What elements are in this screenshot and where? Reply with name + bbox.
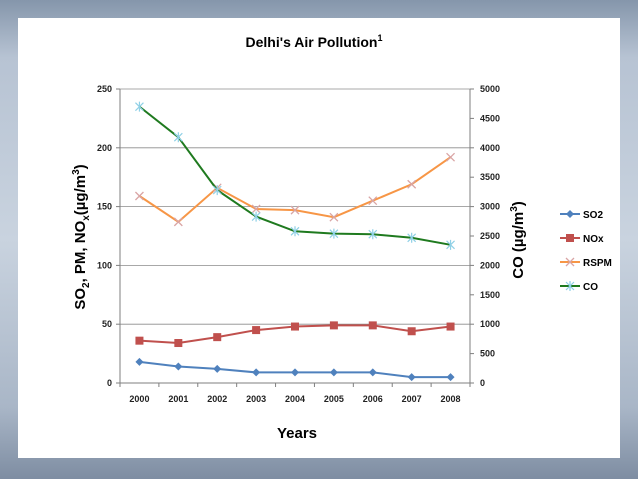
series-co-point-2008 [446, 239, 455, 250]
y-right-tick-label-4500: 4500 [480, 113, 500, 123]
y-right-tick-label-2000: 2000 [480, 260, 500, 270]
y-right-tick-label-1000: 1000 [480, 319, 500, 329]
series-nox-point-2004 [291, 322, 299, 331]
series-co-point-2002 [212, 185, 222, 196]
series-so2-point-2007 [407, 373, 416, 382]
series-rspm-point-2001 [173, 217, 183, 227]
series-co-point-2005 [329, 228, 339, 239]
legend-item-co: CO [560, 281, 598, 293]
series-nox-point-2000 [135, 336, 144, 345]
series-so2-point-2000 [135, 357, 144, 366]
series-so2-point-2008 [446, 373, 455, 382]
series-rspm-line [138, 156, 452, 224]
y-axis-left-label: SO2, PM, NOx(µg/m3) [71, 164, 92, 309]
series-so2-point-2006 [368, 368, 377, 377]
series-co-line [138, 105, 451, 246]
y-right-tick-label-3000: 3000 [480, 202, 500, 212]
x-tick-label-2001: 2001 [168, 394, 188, 404]
series-so2-point-2005 [329, 368, 338, 377]
legend-item-nox: NOx [560, 234, 604, 245]
series-nox [135, 321, 455, 348]
x-axis-label: Years [277, 425, 317, 442]
legend-label-co: CO [583, 282, 598, 293]
axes [116, 88, 474, 387]
series-nox-point-2001 [174, 339, 183, 348]
x-tick-label-2007: 2007 [402, 394, 422, 404]
x-tick-label-2006: 2006 [363, 394, 383, 404]
legend: SO2 NOx RSPM CO [560, 210, 612, 293]
series-co-point-2007 [407, 232, 417, 243]
legend-label-rspm: RSPM [583, 258, 612, 269]
series-so2 [135, 357, 455, 382]
x-tick-label-2002: 2002 [207, 394, 227, 404]
y-axis-right-label: CO (µg/m3) [509, 201, 527, 279]
series-co-point-2000 [135, 101, 144, 112]
y-right-tick-label-500: 500 [480, 349, 495, 359]
slide-frame [18, 18, 620, 458]
y-left-tick-label-200: 200 [97, 143, 112, 153]
legend-marker-so2 [566, 210, 574, 218]
legend-item-rspm: RSPM [560, 257, 612, 269]
series-nox-point-2006 [368, 321, 377, 330]
tick-labels: 0501001502002500500100015002000250030003… [97, 84, 500, 404]
y-right-tick-label-1500: 1500 [480, 290, 500, 300]
legend-marker-co [565, 281, 575, 291]
series-rspm-point-2006 [368, 196, 378, 206]
x-tick-label-2000: 2000 [129, 394, 149, 404]
legend-label-so2: SO2 [583, 210, 603, 221]
series-nox-point-2005 [329, 321, 338, 330]
series-nox-point-2007 [407, 327, 416, 336]
series-rspm-point-2000 [134, 191, 144, 201]
series-co-point-2004 [290, 226, 300, 237]
series-co [135, 101, 455, 250]
series-rspm-point-2005 [329, 212, 339, 222]
y-left-tick-label-100: 100 [97, 260, 112, 270]
series-rspm [134, 152, 456, 227]
legend-item-so2: SO2 [560, 210, 603, 221]
x-tick-label-2003: 2003 [246, 394, 266, 404]
y-left-tick-label-150: 150 [97, 202, 112, 212]
series-rspm-point-2007 [407, 179, 417, 189]
y-left-tick-label-50: 50 [102, 319, 112, 329]
series-co-point-2003 [251, 211, 261, 222]
x-tick-label-2004: 2004 [285, 394, 305, 404]
data-series [134, 101, 456, 382]
chart-title: Delhi's Air Pollution1 [246, 33, 383, 50]
series-co-point-2001 [173, 132, 183, 143]
legend-marker-rspm [565, 257, 575, 267]
series-so2-point-2002 [213, 364, 222, 373]
series-co-point-2006 [368, 229, 378, 240]
y-right-tick-label-0: 0 [480, 378, 485, 388]
series-nox-point-2002 [213, 333, 222, 342]
y-right-tick-label-4000: 4000 [480, 143, 500, 153]
x-tick-label-2008: 2008 [441, 394, 461, 404]
y-left-tick-label-250: 250 [97, 84, 112, 94]
legend-marker-nox [566, 234, 574, 242]
series-rspm-point-2008 [446, 152, 456, 162]
y-left-tick-label-0: 0 [107, 378, 112, 388]
x-tick-label-2005: 2005 [324, 394, 344, 404]
legend-label-nox: NOx [583, 234, 604, 245]
series-so2-point-2001 [174, 362, 183, 371]
series-rspm-point-2003 [251, 204, 261, 214]
series-so2-point-2004 [291, 368, 299, 377]
series-rspm-point-2004 [290, 205, 300, 215]
series-nox-point-2003 [252, 326, 261, 335]
y-right-tick-label-5000: 5000 [480, 84, 500, 94]
series-nox-point-2008 [446, 322, 455, 331]
y-right-tick-label-2500: 2500 [480, 231, 500, 241]
series-so2-point-2003 [252, 368, 261, 377]
gridlines [120, 88, 470, 325]
y-right-tick-label-3500: 3500 [480, 172, 500, 182]
